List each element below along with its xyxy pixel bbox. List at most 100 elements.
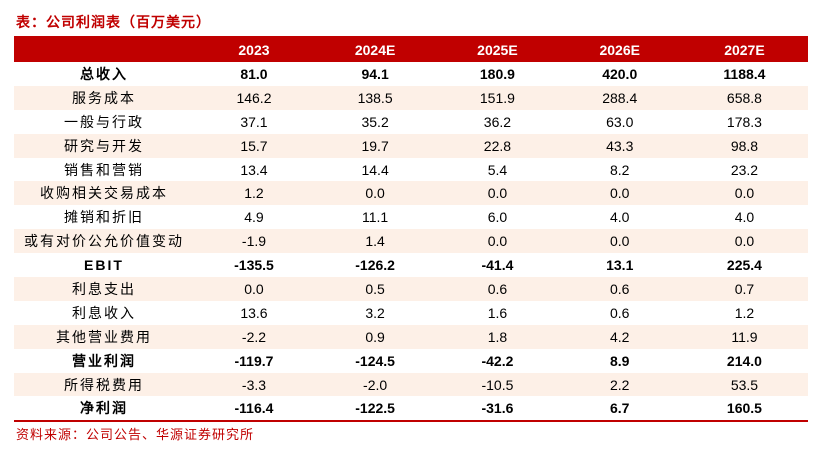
value-cell: 1.6 <box>487 304 508 321</box>
value-cell: 53.5 <box>730 376 759 393</box>
header-cell <box>14 37 194 62</box>
value-cell: -42.2 <box>481 352 514 369</box>
value-cell: -116.4 <box>234 400 274 417</box>
table-row: 摊销和折旧 4.9 11.1 6.0 4.0 4.0 <box>14 205 808 229</box>
table-row: 服务成本 146.2 138.5 151.9 288.4 658.8 <box>14 85 808 110</box>
value-cell: 1.2 <box>244 185 264 202</box>
value-cell: 0.0 <box>610 233 630 250</box>
value-cell: 0.0 <box>734 185 755 202</box>
value-cell: 1.2 <box>734 304 755 321</box>
header-cell: 2027E <box>680 37 808 62</box>
value-cell: -31.6 <box>481 400 514 417</box>
table-row: EBIT -135.5 -126.2 -41.4 13.1 225.4 <box>14 253 808 277</box>
value-cell: 138.5 <box>357 89 393 106</box>
value-cell: 146.2 <box>236 89 272 106</box>
profit-table: 2023 2024E 2025E 2026E 2027E 总收入 81.0 94.1 180.… <box>14 36 808 423</box>
table-row: 销售和营销 13.4 14.4 5.4 8.2 23.2 <box>14 158 808 182</box>
value-cell: 178.3 <box>726 113 762 130</box>
table-row: 营业利润 -119.7 -124.5 -42.2 8.9 214.0 <box>14 349 808 373</box>
value-cell: 63.0 <box>606 113 634 130</box>
value-cell: 1.4 <box>365 233 385 250</box>
value-cell: 22.8 <box>483 137 512 154</box>
value-cell: -10.5 <box>481 376 514 393</box>
value-cell: 0.0 <box>734 233 755 250</box>
value-cell: 0.6 <box>610 280 630 297</box>
row-label: EBIT <box>84 257 124 274</box>
value-cell: 13.4 <box>240 161 268 178</box>
table-header: 2023 2024E 2025E 2026E 2027E <box>14 37 808 62</box>
value-cell: 0.0 <box>610 185 630 202</box>
value-cell: -2.0 <box>363 376 388 393</box>
value-cell: 37.1 <box>240 113 268 130</box>
row-label: 研究与开发 <box>64 137 144 154</box>
value-cell: 8.9 <box>610 352 630 369</box>
table-row: 所得税费用 -3.3 -2.0 -10.5 2.2 53.5 <box>14 372 808 397</box>
row-label: 所得税费用 <box>64 376 144 393</box>
value-cell: 36.2 <box>483 113 512 130</box>
value-cell: 0.6 <box>610 304 630 321</box>
value-cell: 4.0 <box>734 209 755 226</box>
table-row: 净利润 -116.4 -122.5 -31.6 6.7 160.5 <box>14 396 808 421</box>
value-cell: 81.0 <box>240 65 268 82</box>
value-cell: 1.8 <box>487 328 508 345</box>
value-cell: -3.3 <box>241 376 267 393</box>
table-row: 或有对价公允价值变动 -1.9 1.4 0.0 0.0 0.0 <box>14 229 808 254</box>
value-cell: 0.9 <box>365 328 385 345</box>
value-cell: 658.8 <box>726 89 762 106</box>
source-note: 资料来源：公司公告、华源证券研究所 <box>16 427 255 442</box>
table-title: 表：公司利润表（百万美元） <box>16 14 211 30</box>
value-cell: 8.2 <box>610 161 630 178</box>
table-body: 总收入 81.0 94.1 180.9 420.0 1188.4 服务成本 146.2 138.… <box>14 62 808 421</box>
value-cell: -135.5 <box>234 257 274 274</box>
value-cell: 151.9 <box>479 89 515 106</box>
value-cell: 160.5 <box>726 400 762 417</box>
row-label: 利息支出 <box>72 280 136 297</box>
value-cell: -1.9 <box>241 233 267 250</box>
value-cell: -126.2 <box>355 257 395 274</box>
value-cell: 6.7 <box>610 400 630 417</box>
value-cell: 98.8 <box>730 137 759 154</box>
row-label: 收购相关交易成本 <box>40 185 168 202</box>
header-cell: 2026E <box>558 37 681 62</box>
value-cell: 180.9 <box>479 65 515 82</box>
header-row: 2023 2024E 2025E 2026E 2027E <box>14 37 808 62</box>
value-cell: 0.0 <box>365 185 385 202</box>
value-cell: 420.0 <box>602 65 638 82</box>
table-row: 总收入 81.0 94.1 180.9 420.0 1188.4 <box>14 62 808 86</box>
value-cell: 288.4 <box>602 89 638 106</box>
value-cell: 3.2 <box>365 304 385 321</box>
value-cell: 4.0 <box>610 209 630 226</box>
row-label: 总收入 <box>80 65 128 82</box>
row-label: 服务成本 <box>72 89 136 106</box>
value-cell: -119.7 <box>234 352 274 369</box>
value-cell: 0.0 <box>487 185 508 202</box>
value-cell: 43.3 <box>606 137 634 154</box>
value-cell: 13.1 <box>606 257 634 274</box>
header-cell: 2024E <box>313 37 437 62</box>
value-cell: 0.0 <box>487 233 508 250</box>
value-cell: 19.7 <box>361 137 389 154</box>
value-cell: 23.2 <box>730 161 759 178</box>
value-cell: 5.4 <box>487 161 508 178</box>
table-row: 研究与开发 15.7 19.7 22.8 43.3 98.8 <box>14 133 808 158</box>
value-cell: -41.4 <box>481 257 514 274</box>
value-cell: 4.9 <box>244 209 264 226</box>
value-cell: 4.2 <box>610 328 630 345</box>
value-cell: 1188.4 <box>723 65 766 82</box>
value-cell: 11.1 <box>362 209 389 226</box>
table-row: 一般与行政 37.1 35.2 36.2 63.0 178.3 <box>14 110 808 134</box>
row-label: 其他营业费用 <box>56 328 152 345</box>
header-cell: 2023 <box>194 37 314 62</box>
row-label: 摊销和折旧 <box>64 209 144 226</box>
value-cell: 0.0 <box>244 280 264 297</box>
row-label: 利息收入 <box>72 304 136 321</box>
row-label: 净利润 <box>80 400 128 417</box>
value-cell: 225.4 <box>726 257 762 274</box>
value-cell: 2.2 <box>610 376 630 393</box>
table-row: 收购相关交易成本 1.2 0.0 0.0 0.0 0.0 <box>14 181 808 206</box>
value-cell: 0.6 <box>487 280 508 297</box>
value-cell: 0.7 <box>734 280 755 297</box>
value-cell: 15.7 <box>240 137 268 154</box>
value-cell: 0.5 <box>365 280 385 297</box>
